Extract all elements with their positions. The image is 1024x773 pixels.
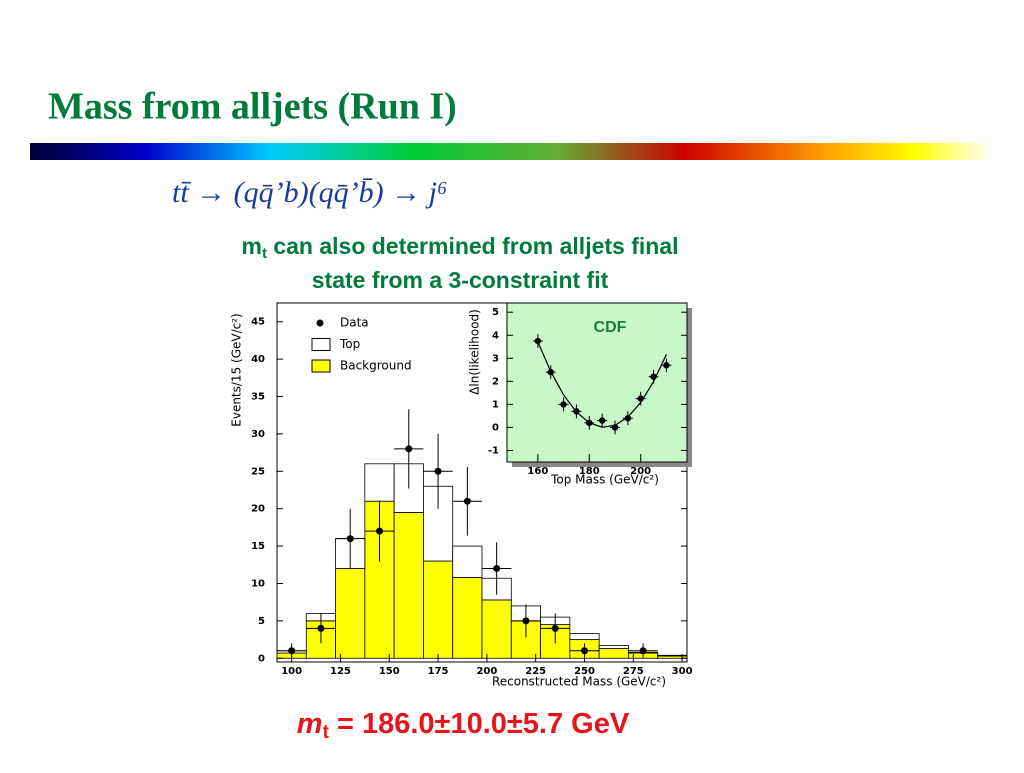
- histogram-bar: [393, 512, 424, 659]
- legend-label: Top: [339, 337, 360, 351]
- data-point: [639, 647, 647, 655]
- data-point: [547, 368, 554, 376]
- data-point: [405, 445, 413, 453]
- data-point: [663, 362, 670, 369]
- result-text: = 186.0±10.0±5.7 GeV: [329, 708, 630, 740]
- legend-marker: [316, 319, 324, 327]
- data-point: [581, 647, 588, 655]
- data-point: [346, 535, 354, 543]
- x-tick-label: 300: [672, 666, 693, 677]
- y-axis-label: Δln(likelihood): [468, 309, 482, 395]
- x-tick-label: 160: [527, 466, 548, 477]
- histogram-bar: [657, 654, 688, 657]
- data-point: [551, 624, 559, 632]
- y-axis-label: Events/15 (GeV/c²): [230, 313, 244, 426]
- formula: tt̄ → (qq̄’b)(qq̄’b̄) → j⁶: [172, 176, 447, 209]
- x-tick-label: 125: [330, 666, 351, 677]
- result: mt = 186.0±10.0±5.7 GeV: [297, 708, 630, 743]
- histogram-bar: [452, 577, 483, 659]
- data-point: [650, 373, 657, 380]
- x-axis-label: Top Mass (GeV/c²): [550, 473, 659, 487]
- histogram-bar: [423, 560, 454, 659]
- histogram-bar: [598, 645, 629, 649]
- y-tick-label: 0: [258, 653, 265, 664]
- data-point: [560, 401, 567, 408]
- slide-title: Mass from alljets (Run I): [48, 86, 457, 128]
- y-tick-label: 1: [492, 399, 499, 410]
- data-point: [522, 617, 530, 625]
- data-point: [598, 417, 606, 424]
- x-tick-label: 175: [428, 666, 449, 677]
- data-point: [586, 419, 593, 427]
- y-tick-label: 5: [492, 307, 499, 318]
- histogram-bar: [598, 648, 629, 659]
- histogram-bar: [335, 568, 366, 659]
- data-point: [288, 647, 296, 655]
- data-point: [637, 395, 644, 402]
- y-tick-label: 40: [251, 354, 265, 365]
- annotation: CDF: [594, 319, 627, 336]
- result-symbol: m: [297, 708, 323, 740]
- result-subscript: t: [323, 722, 330, 743]
- legend-label: Background: [340, 359, 412, 373]
- legend-swatch: [311, 338, 331, 351]
- y-tick-label: 4: [492, 330, 499, 341]
- data-point: [624, 415, 632, 422]
- x-axis-label: Reconstructed Mass (GeV/c²): [492, 675, 666, 689]
- y-tick-label: 45: [251, 317, 265, 328]
- x-tick-label: 100: [281, 666, 302, 677]
- y-tick-label: 2: [492, 376, 499, 387]
- subtitle-text: can also determined from alljets final: [267, 233, 679, 259]
- subtitle-line2: state from a 3-constraint fit: [312, 267, 609, 293]
- y-tick-label: 15: [251, 541, 265, 552]
- x-tick-label: 150: [379, 666, 400, 677]
- data-point: [493, 565, 501, 573]
- x-tick-label: 180: [579, 466, 600, 477]
- subtitle-line1: mt can also determined from alljets fina…: [241, 233, 678, 262]
- y-tick-label: -1: [488, 445, 499, 456]
- data-point: [434, 467, 442, 475]
- histogram-bar: [481, 599, 512, 659]
- x-tick-label: 225: [525, 666, 546, 677]
- data-point: [611, 424, 619, 431]
- y-tick-label: 10: [251, 578, 265, 589]
- subtitle-subscript: t: [262, 245, 267, 262]
- y-tick-label: 0: [492, 422, 499, 433]
- legend-swatch: [311, 359, 331, 373]
- x-tick-label: 275: [623, 666, 644, 677]
- y-tick-label: 25: [251, 466, 265, 477]
- y-tick-label: 5: [258, 616, 265, 627]
- data-point: [463, 497, 471, 505]
- y-tick-label: 3: [492, 353, 499, 364]
- legend-label: Data: [340, 316, 369, 330]
- x-tick-label: 250: [574, 666, 595, 677]
- data-point: [573, 408, 580, 415]
- data-point: [317, 624, 325, 632]
- histogram-bar: [452, 545, 483, 578]
- color-bar: [30, 143, 992, 160]
- histogram-bar: [364, 463, 395, 502]
- y-tick-label: 20: [251, 504, 265, 515]
- plot-frame: [506, 302, 688, 463]
- y-tick-label: 30: [251, 429, 265, 440]
- x-tick-label: 200: [630, 466, 651, 477]
- data-point: [534, 337, 542, 345]
- x-tick-label: 200: [476, 666, 497, 677]
- histogram-bar: [569, 633, 600, 640]
- data-point: [376, 527, 383, 535]
- y-tick-label: 35: [251, 391, 265, 402]
- subtitle-symbol: m: [241, 233, 261, 259]
